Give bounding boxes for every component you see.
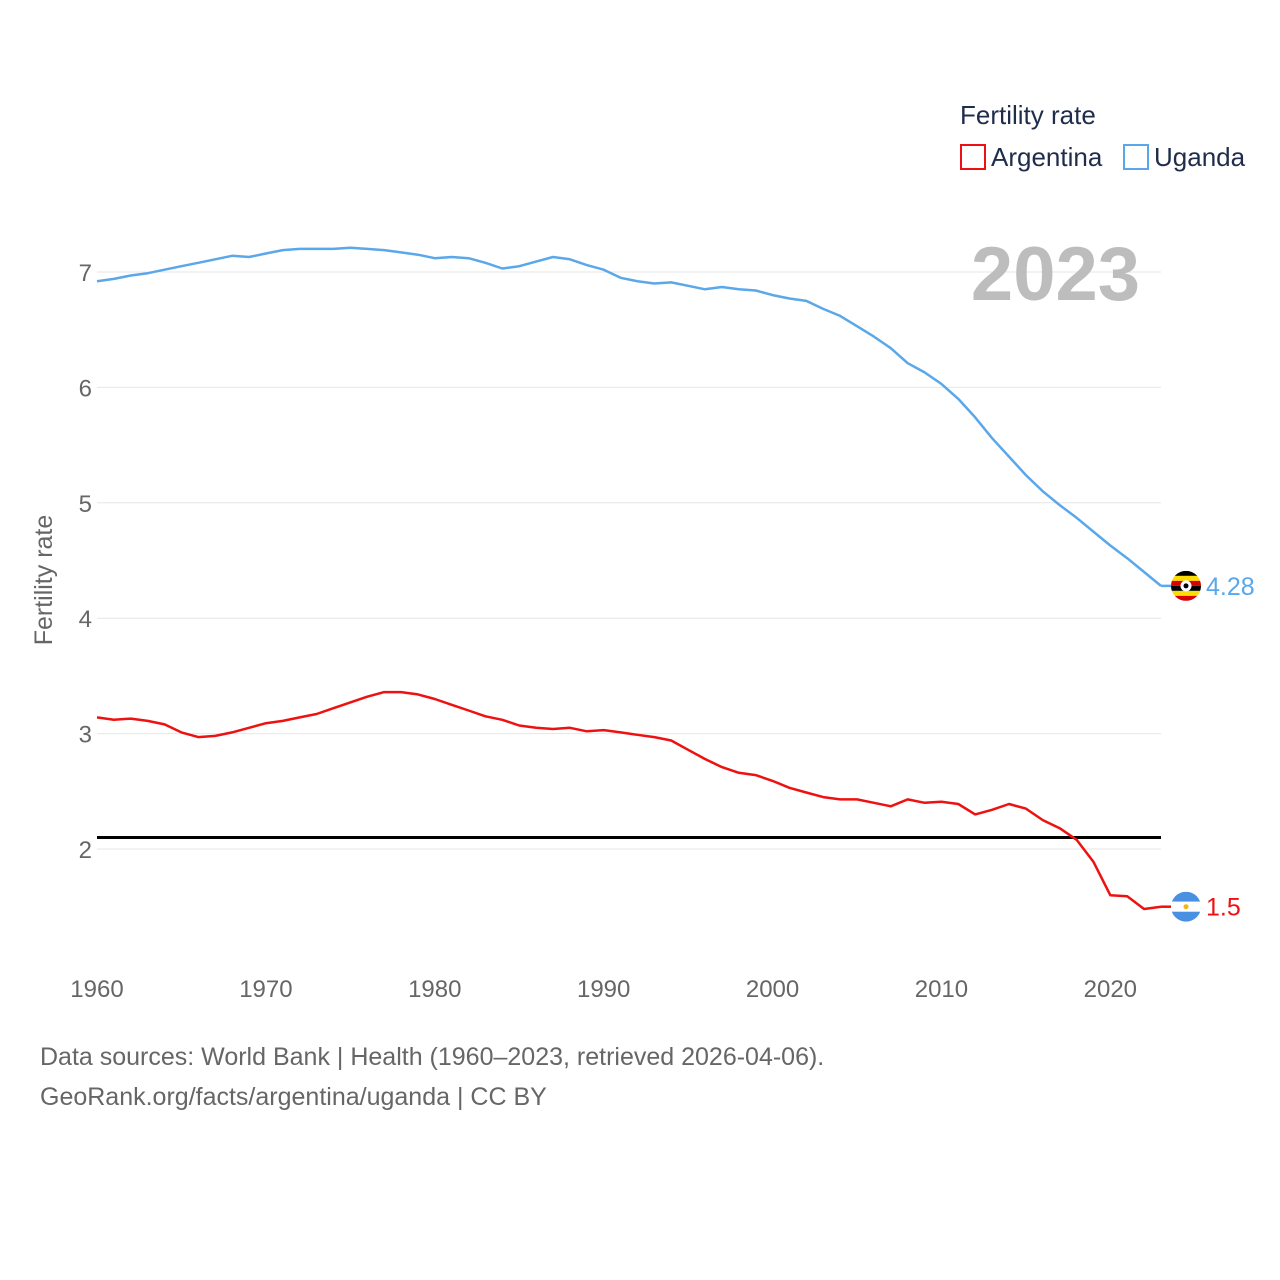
x-tick-label: 1960 <box>70 976 123 1003</box>
x-tick-label: 1970 <box>239 976 292 1003</box>
series-line-uganda <box>96 246 1162 587</box>
x-axis-ticks: 1960 1970 1980 1990 2000 2010 2020 <box>70 976 1137 1003</box>
series-line-argentina <box>96 690 1162 911</box>
y-axis-ticks: 2 3 4 5 6 7 <box>79 260 92 864</box>
legend-swatch-argentina[interactable] <box>960 144 986 170</box>
year-watermark: 2023 <box>971 232 1140 317</box>
end-value-label-argentina: 1.5 <box>1206 894 1241 922</box>
y-tick-label: 4 <box>79 606 92 633</box>
y-tick-label: 2 <box>79 837 92 864</box>
footer-source: Data sources: World Bank | Health (1960–… <box>40 1043 825 1071</box>
legend-label-uganda[interactable]: Uganda <box>1154 142 1246 172</box>
x-tick-label: 1990 <box>577 976 630 1003</box>
series-layer <box>96 246 1162 911</box>
x-tick-label: 2010 <box>915 976 968 1003</box>
x-tick-label: 2020 <box>1084 976 1137 1003</box>
legend-label-argentina[interactable]: Argentina <box>991 142 1103 172</box>
uganda-flag-icon <box>1161 570 1201 601</box>
y-tick-label: 7 <box>79 260 92 287</box>
legend-swatch-uganda[interactable] <box>1123 144 1149 170</box>
footer-attribution: GeoRank.org/facts/argentina/uganda | CC … <box>40 1083 547 1111</box>
y-tick-label: 3 <box>79 722 92 749</box>
y-tick-label: 6 <box>79 375 92 402</box>
legend-title: Fertility rate <box>960 100 1096 130</box>
argentina-flag-icon <box>1161 891 1201 922</box>
x-tick-label: 2000 <box>746 976 799 1003</box>
y-tick-label: 5 <box>79 491 92 518</box>
y-axis-label: Fertility rate <box>30 515 58 646</box>
grid-layer <box>97 271 1161 850</box>
legend: Fertility rate Argentina Uganda <box>960 100 1246 172</box>
end-value-label-uganda: 4.28 <box>1206 573 1255 601</box>
end-labels: 1.5 4.28 <box>1161 570 1255 922</box>
x-tick-label: 1980 <box>408 976 461 1003</box>
